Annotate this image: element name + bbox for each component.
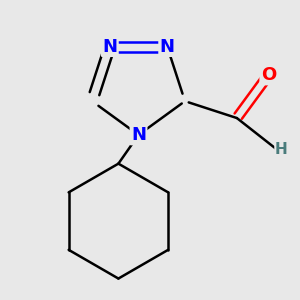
- Text: H: H: [275, 142, 288, 157]
- Text: N: N: [131, 126, 146, 144]
- Text: O: O: [261, 66, 276, 84]
- Text: N: N: [160, 38, 175, 56]
- Text: N: N: [102, 38, 117, 56]
